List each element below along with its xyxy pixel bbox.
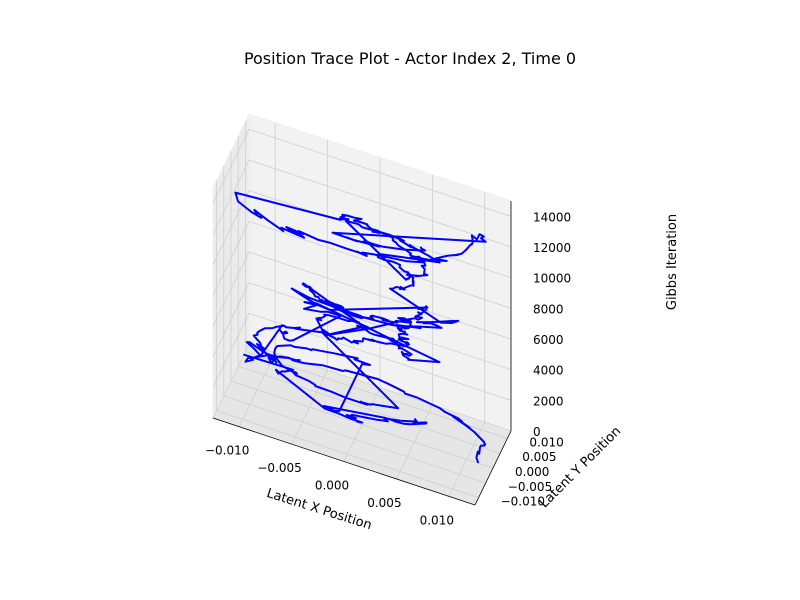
x-tick-label: −0.005 [257,461,301,475]
y-tick-label: 0.000 [515,465,549,479]
z-tick-label: 14000 [533,210,571,224]
y-tick-label: 0.005 [522,450,556,464]
x-axis-line [212,417,476,506]
gridline [212,313,250,388]
trace-segment [234,191,400,257]
z-tick-label: 4000 [533,364,564,378]
z-axis-label: Gibbs Iteration [665,214,680,310]
z-tick-label: 12000 [533,241,571,255]
z-tick-label: 2000 [533,394,564,408]
gridline [212,251,250,327]
trace-segment [290,284,460,330]
gridline [223,395,486,484]
gridline [248,128,512,217]
position-trace [234,191,487,464]
trace-segment [243,353,487,464]
x-tick-label: −0.010 [205,444,249,458]
gridline [248,159,512,248]
z-tick-label: 0 [533,425,541,439]
tick-labels: −0.010−0.0050.0000.0050.010−0.010−0.0050… [205,210,571,527]
trace-segment [301,282,412,337]
chart-title: Position Trace Plot - Actor Index 2, Tim… [244,49,576,68]
z-tick-label: 10000 [533,272,571,286]
gridlines [212,121,512,498]
trace-segment [331,231,487,264]
x-tick-label: 0.000 [315,479,349,493]
gridline [212,129,250,204]
trace-segment [245,324,400,410]
gridline [248,220,512,309]
x-axis-label: Latent X Position [265,486,374,533]
y-tick-label: −0.010 [501,495,545,509]
gridline [212,282,250,357]
x-tick-label: 0.010 [420,513,454,527]
gridline [248,190,512,279]
trace-segment [283,301,441,364]
z-tick-label: 8000 [533,302,564,316]
y-tick-label: −0.005 [508,480,552,494]
x-tick-label: 0.005 [367,496,401,510]
gridline [230,380,494,469]
trace-segment [321,321,413,348]
gridline [212,159,250,235]
gridline [216,410,479,498]
trace-segment [344,219,441,287]
axis-lines [212,201,512,506]
z-tick-label: 6000 [533,333,564,347]
y-tick-label: 0.010 [529,435,563,449]
y-axis-line [474,430,512,506]
gridline [248,251,512,340]
gridline [212,343,250,419]
gridline [212,190,250,265]
gridline [212,221,250,296]
gridline [238,365,501,454]
